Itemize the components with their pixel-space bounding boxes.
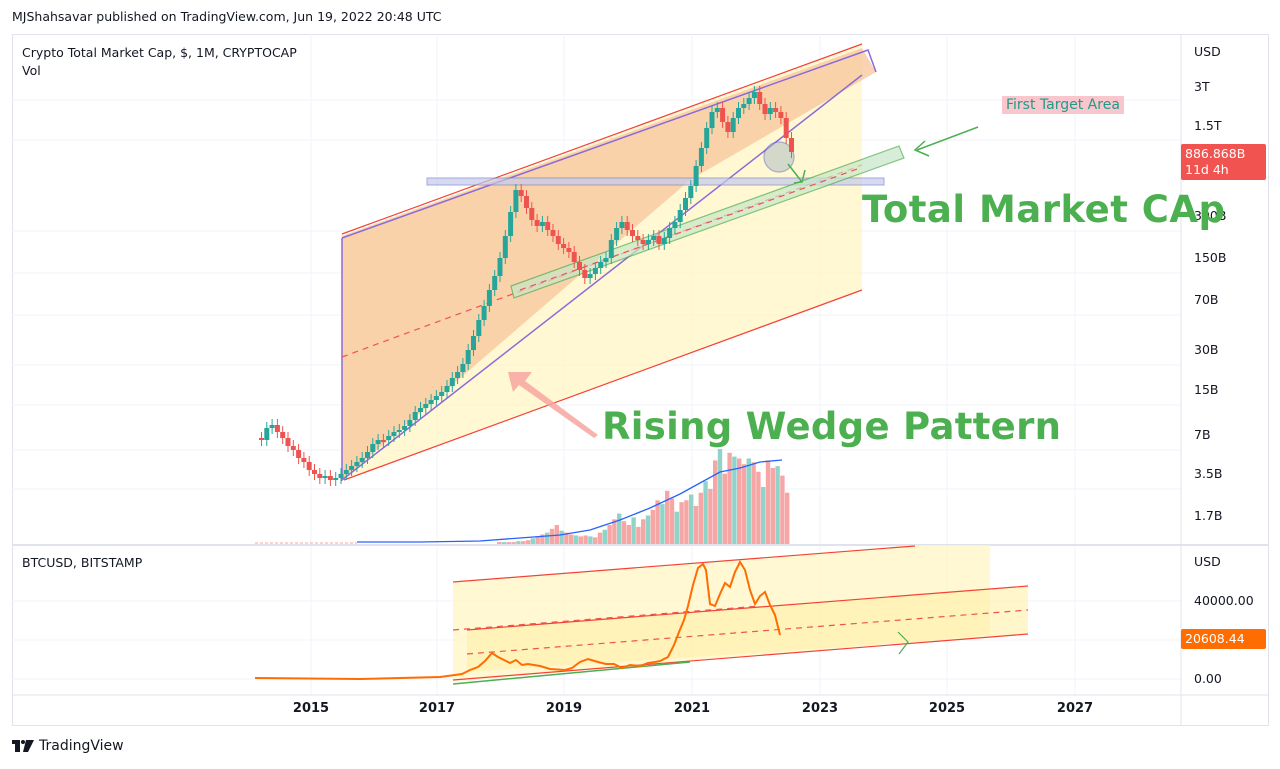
candlesticks [259, 86, 794, 486]
tradingview-logo[interactable]: TradingView [12, 738, 124, 754]
main-legend: Crypto Total Market Cap, $, 1M, CRYPTOCA… [22, 44, 297, 80]
resistance-zone [426, 177, 885, 186]
volume-ma-line [357, 459, 783, 543]
btc-last-price-tag: 20608.44 [1181, 629, 1266, 649]
volume-bars [497, 449, 790, 544]
time-axis-label: 2027 [1056, 701, 1094, 716]
time-axis-label: 2019 [545, 701, 583, 716]
price-axis-label: 7B [1194, 427, 1211, 442]
btc-legend[interactable]: BTCUSD, BITSTAMP [22, 555, 143, 570]
time-axis-label: 2025 [928, 701, 966, 716]
symbol-title[interactable]: Crypto Total Market Cap, $, 1M, CRYPTOCA… [22, 45, 297, 60]
btc-price-line [254, 559, 781, 681]
price-axis-label: 3T [1194, 79, 1210, 94]
btc-axis-label: USD [1194, 554, 1221, 569]
last-price-value: 886.868B [1185, 146, 1246, 161]
bar-countdown: 11d 4h [1185, 162, 1229, 177]
last-price-tag: 886.868B 11d 4h [1181, 144, 1266, 180]
time-axis-label: 2023 [801, 701, 839, 716]
time-axis-label: 2021 [673, 701, 711, 716]
time-axis-label: 2015 [292, 701, 330, 716]
target-zone [510, 145, 905, 299]
wedge-fill [342, 48, 876, 480]
price-axis-label: 3.5B [1194, 466, 1223, 481]
btc-axis-label: 40000.00 [1194, 593, 1254, 608]
brand-name: TradingView [39, 738, 124, 754]
price-axis-label: 300B [1194, 208, 1227, 223]
total-market-cap-label: Total Market CAp [862, 188, 1226, 231]
price-axis-label: 1.5T [1194, 118, 1222, 133]
time-axis-label: 2017 [418, 701, 456, 716]
highlight-circle [763, 141, 795, 173]
wedge-arrow-icon [508, 372, 598, 438]
arrow-icon [787, 126, 979, 184]
tradingview-logo-icon [12, 740, 34, 752]
chart-frame[interactable] [12, 34, 1269, 726]
price-axis-label: 30B [1194, 342, 1219, 357]
btc-axis-label: 0.00 [1194, 671, 1222, 686]
price-axis-label: 15B [1194, 382, 1219, 397]
first-target-label: First Target Area [1002, 96, 1124, 114]
price-axis-label: USD [1194, 44, 1221, 59]
volume-label[interactable]: Vol [22, 63, 41, 78]
price-axis-label: 150B [1194, 250, 1227, 265]
price-axis-label: 70B [1194, 292, 1219, 307]
rising-wedge-label: Rising Wedge Pattern [602, 405, 1062, 448]
price-axis-label: 1.7B [1194, 508, 1223, 523]
publisher-line: MJShahsavar published on TradingView.com… [12, 9, 442, 24]
